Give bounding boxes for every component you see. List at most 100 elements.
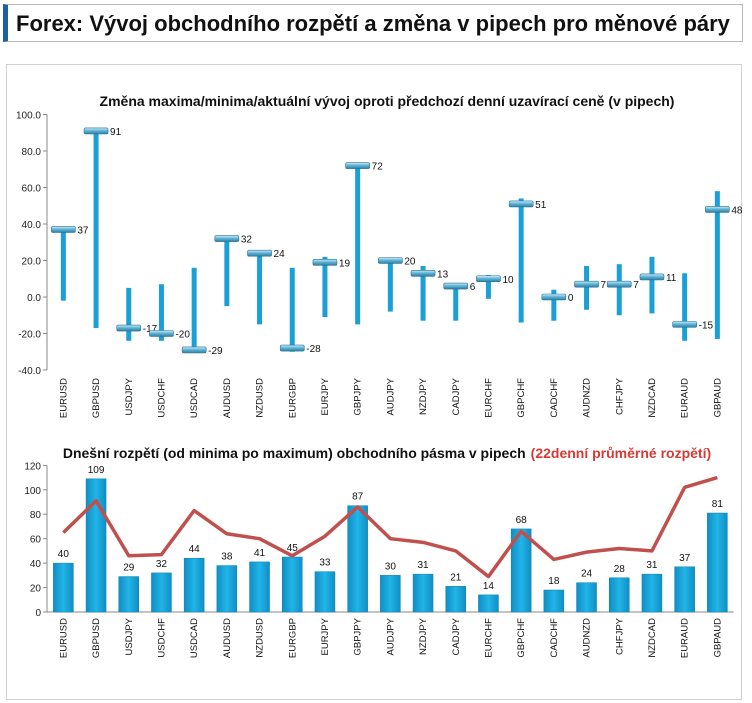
x-tick-label: CHFJPY — [614, 617, 625, 655]
daily-range-marks: 40 109 29 32 44 38 41 45 33 87 30 31 21 14 68 18 24 28 31 3… — [53, 465, 728, 613]
y-tick-label: 40 — [30, 559, 42, 570]
range-bar — [347, 505, 368, 613]
range-bar — [412, 573, 434, 613]
x-tick-label: EURGBP — [287, 618, 298, 658]
bar-value-label: 24 — [581, 569, 593, 580]
range-bar — [93, 130, 99, 329]
average-range-line — [62, 475, 718, 579]
page-header: Forex: Vývoj obchodního rozpětí a změna … — [3, 4, 743, 42]
y-tick-label: -20.0 — [18, 330, 41, 341]
x-tick-label: USDCAD — [189, 378, 200, 418]
range-bar — [314, 571, 336, 613]
close-value-label: 32 — [241, 235, 253, 246]
bar-value-label: 29 — [123, 563, 135, 574]
x-tick-label: AUDUSD — [222, 618, 233, 658]
x-tick-label: AUDNZD — [582, 618, 593, 658]
y-tick-label: 0.0 — [27, 293, 41, 304]
close-value-label: 72 — [372, 162, 384, 173]
close-value-label: -29 — [208, 346, 223, 357]
range-bar — [576, 582, 597, 613]
range-bar — [85, 478, 107, 613]
bar-value-label: 38 — [221, 552, 233, 563]
range-bar — [714, 191, 720, 339]
bar-value-label: 32 — [156, 559, 168, 570]
bar-value-label: 44 — [189, 544, 201, 555]
x-tick-label: USDCHF — [156, 378, 167, 418]
range-bar — [420, 265, 426, 321]
close-value-label: 7 — [633, 280, 639, 291]
y-tick-label: 20 — [30, 584, 42, 595]
range-bar — [289, 267, 295, 352]
range-bar — [118, 576, 139, 613]
range-bar — [183, 557, 205, 613]
bar-value-label: 37 — [679, 553, 691, 564]
range-bar — [510, 528, 532, 613]
y-tick-label: 100 — [24, 486, 41, 497]
x-tick-label: EURCHF — [483, 378, 494, 418]
close-marker — [214, 235, 240, 242]
x-tick-label: CADCHF — [549, 378, 560, 418]
bar-value-label: 81 — [712, 499, 724, 510]
x-tick-label: EURGBP — [287, 378, 298, 418]
close-marker — [312, 259, 338, 266]
range-bar — [485, 275, 491, 299]
close-value-label: 19 — [339, 258, 351, 269]
range-bar — [682, 273, 688, 341]
close-marker — [247, 249, 272, 257]
x-tick-label: NZDUSD — [255, 378, 266, 418]
x-tick-label: CADJPY — [451, 377, 462, 415]
x-tick-label: NZDUSD — [255, 618, 266, 658]
bar-value-label: 18 — [548, 576, 560, 587]
x-tick-label: GBPJPY — [353, 617, 364, 655]
bar-value-label: 87 — [352, 492, 364, 503]
daily-range-x-axis: EURUSD GBPUSD USDJPY USDCHF USDCAD AUDUSD NZDU… — [58, 617, 723, 658]
close-marker — [574, 280, 599, 288]
close-value-label: 0 — [568, 293, 574, 304]
x-tick-label: NZDCAD — [647, 618, 658, 658]
close-value-label: -17 — [143, 324, 158, 335]
x-tick-label: EURJPY — [320, 377, 331, 415]
x-tick-label: GBPCHF — [516, 618, 527, 658]
range-bar — [551, 289, 557, 321]
x-tick-label: CADJPY — [451, 617, 462, 655]
close-marker — [116, 324, 142, 332]
x-tick-label: AUDUSD — [222, 378, 233, 418]
daily-range-title-main: Dnešní rozpětí (od minima po maximum) ob… — [63, 445, 526, 461]
x-tick-label: USDJPY — [124, 377, 135, 415]
close-marker — [51, 226, 76, 233]
x-tick-label: CADCHF — [549, 618, 560, 658]
close-marker — [476, 275, 501, 283]
y-tick-label: 80 — [30, 510, 42, 521]
daily-range-chart-title: Dnešní rozpětí (od minima po maximum) ob… — [63, 445, 711, 461]
close-value-label: 51 — [535, 200, 547, 211]
range-change-x-axis: EURUSD GBPUSD USDJPY USDCHF USDCAD AUDUSD NZDU… — [58, 377, 723, 418]
range-bar — [453, 284, 459, 321]
close-value-label: 11 — [666, 273, 677, 284]
x-tick-label: CHFJPY — [614, 377, 625, 415]
x-tick-label: USDCHF — [156, 618, 167, 658]
x-tick-label: AUDNZD — [582, 378, 593, 418]
close-value-label: 24 — [274, 249, 286, 260]
y-tick-label: 20.0 — [22, 257, 42, 268]
bar-value-label: 28 — [614, 564, 626, 575]
bar-value-label: 109 — [88, 465, 105, 476]
chart-panel — [6, 64, 742, 700]
range-change-marks: 37 91 -17 -20 -29 32 24 -28 19 72 20 13 6 10 51 0 7 7 11 -1… — [51, 127, 743, 357]
x-tick-label: USDJPY — [124, 617, 135, 655]
close-value-label: -28 — [306, 344, 321, 355]
range-bar — [609, 577, 630, 613]
close-value-label: 20 — [404, 257, 416, 268]
range-bar — [249, 561, 270, 613]
close-value-label: 6 — [470, 282, 476, 293]
close-value-label: 13 — [437, 269, 449, 280]
range-bar — [257, 251, 263, 325]
x-tick-label: NZDJPY — [418, 377, 429, 415]
x-tick-label: GBPUSD — [91, 378, 102, 418]
daily-range-chart: Dnešní rozpětí (od minima po maximum) ob… — [24, 445, 734, 658]
bar-value-label: 31 — [417, 560, 429, 571]
y-tick-label: 120 — [24, 461, 41, 472]
x-tick-label: EURJPY — [320, 617, 331, 655]
y-tick-label: -40.0 — [18, 366, 41, 377]
x-tick-label: GBPAUD — [712, 618, 723, 658]
